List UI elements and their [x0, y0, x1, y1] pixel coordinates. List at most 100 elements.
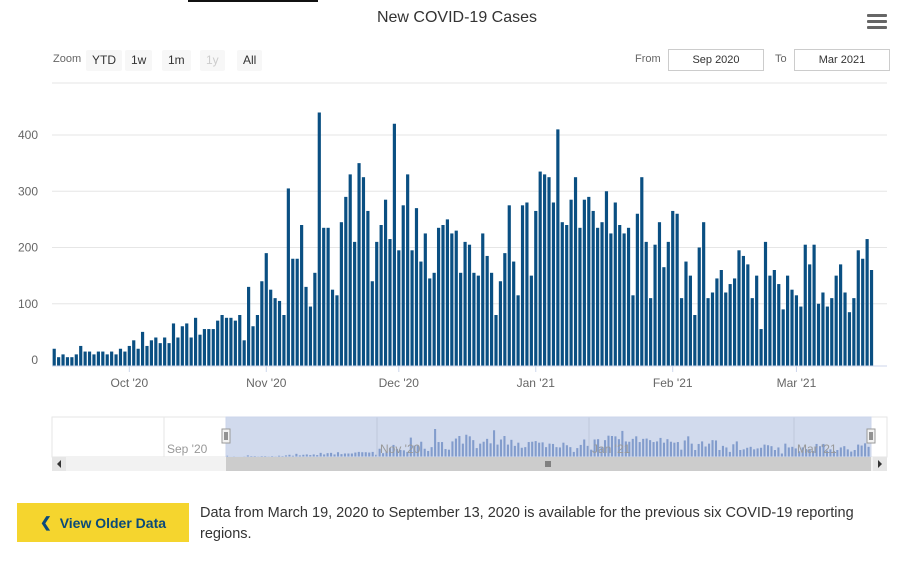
menu-icon[interactable] — [867, 14, 887, 30]
navigator-bar — [382, 453, 385, 457]
bar — [406, 174, 410, 367]
view-older-data-label: View Older Data — [59, 514, 167, 531]
navigator-bar — [347, 453, 350, 457]
navigator-bar — [794, 448, 797, 457]
zoom-1w-button[interactable]: 1w — [125, 50, 153, 71]
bar — [401, 205, 405, 366]
bar — [450, 233, 454, 366]
bar — [419, 261, 423, 366]
zoom-1m-button[interactable]: 1m — [162, 50, 191, 71]
navigator-label: Nov '20 — [380, 442, 421, 456]
navigator-bar — [420, 441, 423, 457]
bar — [264, 253, 268, 367]
bar — [512, 261, 516, 366]
navigator-bar — [323, 454, 326, 457]
navigator-bar — [614, 436, 617, 457]
bar — [65, 357, 70, 366]
navigator-label: Sep '20 — [167, 442, 208, 456]
navigator-right-handle[interactable] — [866, 428, 876, 444]
bar — [640, 177, 644, 366]
navigator-bar — [319, 452, 322, 457]
zoom-ytd-button[interactable]: YTD — [86, 50, 122, 71]
bar — [295, 258, 299, 366]
navigator-bar — [302, 454, 305, 457]
bar — [207, 329, 211, 366]
bar — [666, 241, 670, 367]
bar — [74, 354, 78, 367]
zoom-all-button[interactable]: All — [237, 50, 263, 71]
navigator-bar — [593, 439, 596, 457]
bar — [176, 337, 180, 366]
navigator-bar — [330, 452, 333, 457]
navigator-bar — [288, 454, 291, 457]
navigator-bar — [708, 443, 711, 457]
navigator-bar — [579, 444, 582, 457]
bar — [684, 261, 688, 366]
scrollbar[interactable] — [52, 457, 887, 471]
bar — [220, 315, 224, 366]
y-tick-label: 200 — [18, 241, 38, 255]
navigator-bar — [818, 446, 822, 457]
navigator-selected-range[interactable] — [225, 416, 872, 458]
bar — [710, 292, 715, 366]
navigator-bar — [486, 438, 489, 457]
view-older-data-button[interactable]: ❮ View Older Data — [17, 503, 189, 542]
navigator-bar — [673, 442, 676, 457]
bar — [361, 177, 366, 366]
bar — [746, 264, 750, 367]
from-date-input[interactable]: Sep 2020 — [668, 49, 764, 71]
navigator-bar — [697, 443, 700, 457]
navigator-bar — [534, 441, 537, 457]
bar — [649, 298, 653, 367]
navigator-bar — [496, 444, 499, 457]
bar — [697, 247, 701, 366]
navigator-bar — [832, 450, 835, 457]
navigator-bar — [621, 430, 624, 457]
navigator-bar — [295, 453, 298, 457]
navigator-bar — [364, 452, 367, 457]
navigator-bar — [822, 443, 825, 457]
bar — [582, 199, 586, 366]
navigator-bar — [610, 436, 613, 457]
bar — [688, 275, 692, 367]
navigator-bar — [694, 450, 697, 457]
navigator-bar — [427, 450, 430, 457]
bar — [794, 295, 799, 366]
navigator-bar — [857, 444, 860, 457]
to-date-input[interactable]: Mar 2021 — [794, 49, 890, 71]
navigator-bar — [701, 441, 704, 457]
bar — [313, 272, 317, 366]
bar — [247, 286, 251, 367]
navigator-bar — [461, 443, 464, 457]
bar — [357, 163, 361, 367]
zoom-1y-button[interactable]: 1y — [200, 50, 225, 71]
x-tick-label: Mar '21 — [777, 376, 817, 390]
bar — [755, 275, 759, 367]
bar — [538, 171, 542, 366]
navigator[interactable]: Sep '20 Nov '20 Jan '21 Mar '21 — [51, 416, 888, 458]
bar — [463, 241, 467, 367]
navigator-bar — [659, 437, 662, 457]
navigator-bar — [725, 447, 728, 457]
bar — [428, 278, 432, 366]
navigator-bar — [728, 451, 731, 457]
navigator-bar — [565, 445, 568, 457]
scroll-right-button[interactable] — [873, 457, 887, 471]
navigator-bar — [479, 443, 482, 457]
bar — [830, 298, 834, 367]
navigator-series — [226, 429, 870, 457]
bar — [587, 196, 591, 367]
bar — [459, 272, 463, 366]
navigator-bar — [600, 447, 603, 457]
bar — [286, 188, 290, 366]
bar — [282, 315, 286, 366]
y-tick-label: 0 — [31, 353, 38, 367]
bar — [808, 264, 812, 367]
scroll-left-button[interactable] — [52, 457, 66, 471]
bar — [551, 202, 556, 366]
bar — [732, 278, 737, 366]
navigator-bar — [409, 437, 412, 457]
navigator-left-handle[interactable] — [221, 428, 231, 444]
bar — [861, 258, 865, 366]
bar — [379, 225, 383, 366]
